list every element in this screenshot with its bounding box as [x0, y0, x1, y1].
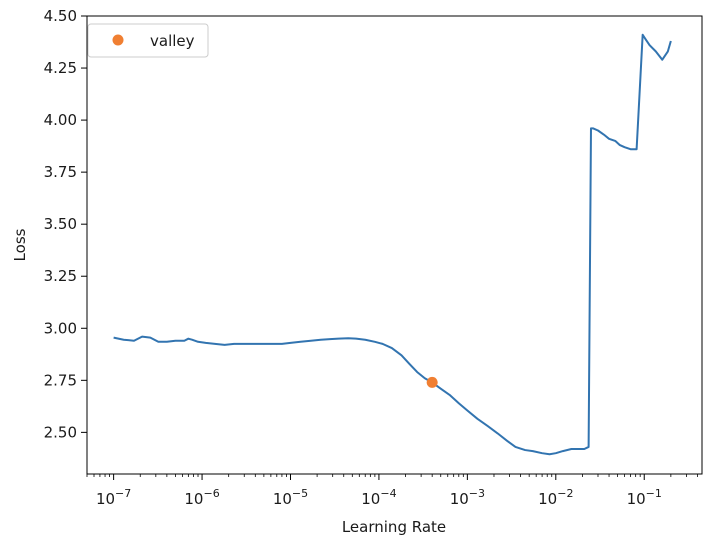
y-tick-label: 2.50 — [44, 423, 77, 441]
loss-line — [113, 33, 672, 456]
plot-area: 10−7 10−6 10−5 10−4 10−3 10−2 10−1 2.50 2.75 3.00… — [44, 7, 703, 508]
legend-frame — [87, 23, 209, 58]
x-tick-label: 10−4 — [361, 487, 396, 508]
axes-frame — [86, 15, 703, 475]
x-tick-label: 10−5 — [273, 487, 308, 508]
y-tick-label: 3.00 — [44, 319, 77, 337]
y-tick-label: 4.00 — [44, 111, 77, 129]
legend-valley-label: valley — [150, 32, 195, 50]
y-tick-label: 3.75 — [44, 163, 77, 181]
legend-valley-marker — [112, 34, 124, 46]
legend: valley — [87, 23, 209, 58]
y-tick-label: 4.25 — [44, 59, 77, 77]
x-tick-label: 10−7 — [96, 487, 131, 508]
y-tick-label: 3.50 — [44, 215, 77, 233]
x-tick-label: 10−1 — [627, 487, 662, 508]
valley-point — [426, 376, 438, 388]
y-tick-label: 3.25 — [44, 267, 77, 285]
x-tick-label: 10−6 — [184, 487, 219, 508]
x-tick-label: 10−3 — [450, 487, 485, 508]
y-tick-label: 4.50 — [44, 7, 77, 25]
x-axis-label: Learning Rate — [342, 518, 446, 536]
y-axis-label: Loss — [11, 228, 29, 261]
x-tick-label: 10−2 — [538, 487, 573, 508]
y-tick-label: 2.75 — [44, 371, 77, 389]
